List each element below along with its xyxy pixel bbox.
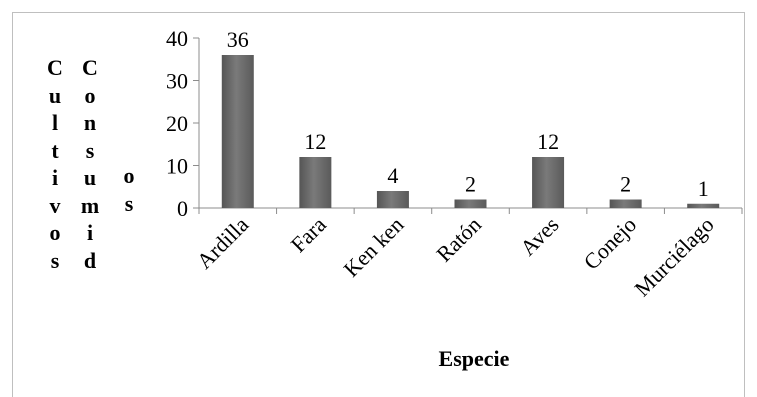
y-axis-title-letter: s: [50, 247, 60, 273]
y-tick-label: 40: [166, 26, 188, 51]
y-axis-title-letter: i: [86, 220, 94, 245]
data-label: 12: [304, 129, 326, 154]
y-tick-label: 10: [166, 154, 188, 179]
data-label: 1: [698, 176, 709, 201]
y-axis-title-letter: i: [51, 165, 59, 190]
y-axis-title-letter: C: [82, 55, 98, 80]
data-label: 2: [620, 172, 631, 197]
bar: [299, 157, 332, 208]
y-axis-title-letter: l: [51, 110, 59, 135]
data-label: 12: [537, 129, 559, 154]
bar: [376, 191, 409, 208]
data-labels: 36 12 4 2 12 2 1: [227, 27, 709, 201]
frame-border-top: [12, 12, 745, 13]
y-tick-label: 0: [177, 196, 188, 221]
bar: [454, 199, 487, 208]
bar: [532, 157, 565, 208]
y-axis-title-letter: m: [80, 192, 100, 218]
y-axis-title-letter: n: [83, 110, 97, 135]
frame-border-right: [744, 12, 745, 397]
y-axis-title-letter: s: [85, 137, 95, 163]
category-label: Ardilla: [192, 212, 254, 274]
y-tick-label: 20: [166, 111, 188, 136]
y-tick-label: 30: [166, 69, 188, 94]
category-label: Aves: [515, 212, 564, 261]
bar: [687, 203, 720, 208]
y-axis-title-letter: o: [123, 163, 135, 188]
bars: [221, 55, 720, 208]
category-label: Fara: [286, 212, 331, 257]
y-axis-title-letter: v: [49, 192, 61, 218]
y-axis-title-letter: d: [83, 247, 97, 273]
y-axis-title-letter: u: [83, 165, 97, 190]
y-axis-title-letter: o: [49, 220, 61, 245]
y-axis-title-letter: u: [48, 82, 62, 108]
category-label: Ratón: [431, 212, 486, 267]
data-label: 4: [387, 163, 398, 188]
y-axis-title-letter: t: [51, 137, 59, 163]
category-label: Ken ken: [339, 212, 409, 282]
y-axis-title-letter: C: [47, 55, 63, 80]
category-label: Murciélago: [629, 212, 718, 301]
category-labels: Ardilla Fara Ken ken Ratón Aves ConejoMurciél…: [192, 212, 719, 302]
y-axis-title-letter: s: [124, 190, 134, 216]
data-label: 2: [465, 172, 476, 197]
category-label: Conejo: [579, 212, 642, 275]
frame-border-left: [12, 12, 13, 397]
bar: [609, 199, 642, 208]
data-label: 36: [227, 27, 249, 52]
y-axis-title-letter: o: [84, 82, 96, 108]
bar: [221, 55, 254, 208]
x-axis-title: Especie: [439, 346, 510, 371]
y-axis: 0 10 20 30 40: [166, 26, 200, 221]
x-axis: [198, 207, 743, 214]
